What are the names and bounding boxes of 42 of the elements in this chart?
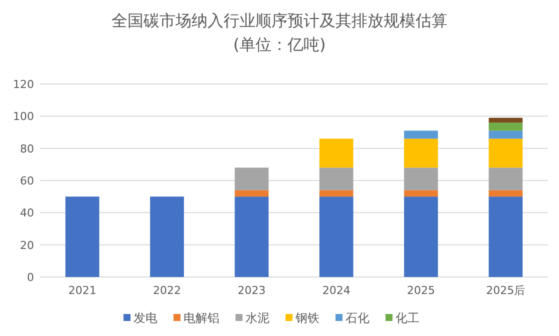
bar [319,196,354,277]
y-tick-label: 120 [13,78,34,91]
bar [234,168,269,190]
bar [488,118,523,123]
bar [404,130,438,139]
bar [404,196,438,277]
y-tick-label: 20 [20,238,34,252]
y-tick-label: 40 [20,206,34,220]
bar [404,138,438,168]
bar [488,138,523,168]
bar [319,138,354,168]
legend-label: 石化 [346,311,370,325]
bar [234,190,269,197]
x-tick-label: 2022 [153,284,181,297]
y-tick-label: 60 [20,174,34,188]
legend-label: 钢铁 [294,311,320,325]
x-tick-label: 2024 [322,284,350,297]
bar [150,196,184,277]
y-tick-label: 0 [27,271,34,284]
bar [404,168,438,190]
bar [488,122,523,131]
bar [65,196,100,277]
x-tick-label: 2023 [238,284,266,297]
x-tick-label: 2025后 [486,284,526,297]
x-tick-label: 2025 [407,284,435,297]
y-tick-label: 80 [20,142,34,156]
bar [488,130,523,139]
legend-label: 电解铝 [184,311,220,325]
bar [488,168,523,190]
chart-subtitle: (单位：亿吨) [233,35,326,54]
chart-title: 全国碳市场纳入行业顺序预计及其排放规模估算 [112,11,448,30]
legend-label: 发电 [134,311,158,325]
legend-label: 化工 [396,311,420,325]
bar [319,190,354,197]
bar [488,190,523,197]
x-tick-label: 2021 [68,284,96,297]
bar [488,196,523,277]
bar [319,168,354,190]
bar [234,196,269,277]
bar [404,190,438,197]
legend-label: 水泥 [246,311,270,325]
y-tick-label: 100 [13,110,34,124]
